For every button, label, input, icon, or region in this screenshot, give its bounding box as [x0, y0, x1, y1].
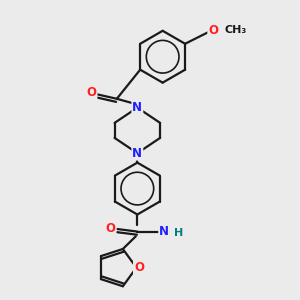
Text: N: N — [159, 225, 169, 238]
Text: N: N — [132, 101, 142, 114]
Text: CH₃: CH₃ — [225, 25, 247, 35]
Text: O: O — [86, 86, 97, 99]
Text: O: O — [106, 222, 116, 235]
Text: N: N — [132, 147, 142, 160]
Text: H: H — [174, 228, 183, 238]
Text: O: O — [208, 24, 218, 37]
Text: O: O — [134, 261, 144, 274]
